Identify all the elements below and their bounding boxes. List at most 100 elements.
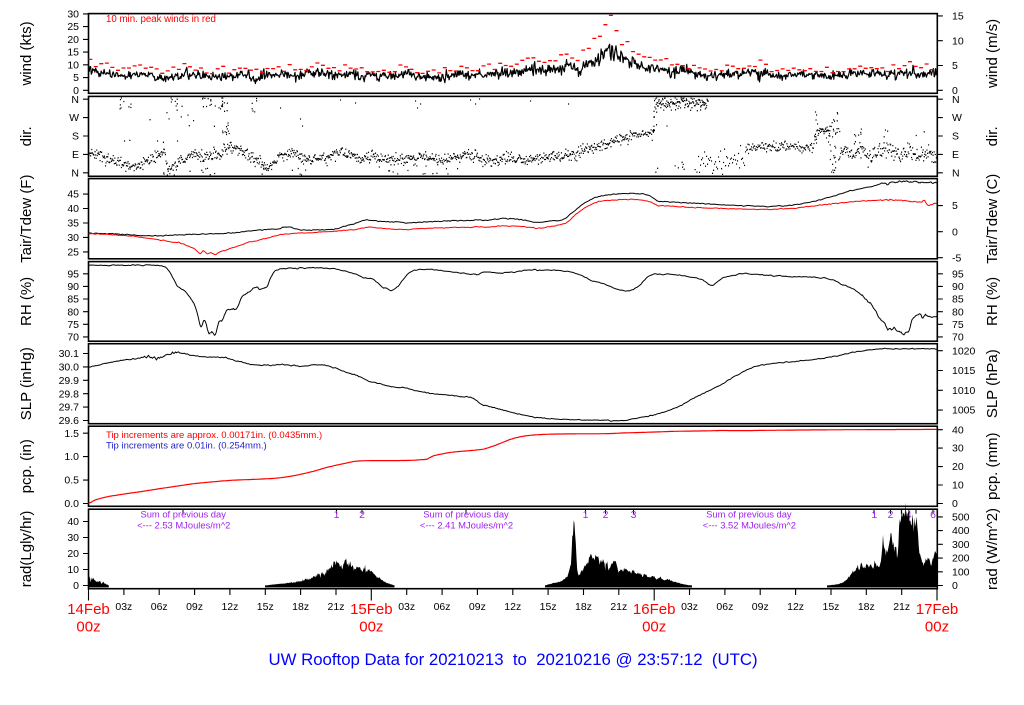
svg-text:0: 0 [952,85,958,97]
svg-text:17Feb: 17Feb [916,601,959,618]
svg-text:03z: 03z [681,601,698,613]
svg-text:16Feb: 16Feb [633,601,676,618]
svg-text:2: 2 [603,509,609,521]
svg-text:10: 10 [67,564,79,576]
svg-text:18z: 18z [858,601,875,613]
svg-text:400: 400 [952,525,970,537]
svg-text:0: 0 [952,580,958,592]
svg-text:85: 85 [952,294,964,306]
svg-text:1020: 1020 [952,345,976,357]
svg-text:00z: 00z [642,619,666,636]
svg-text:2: 2 [888,509,894,521]
svg-text:25: 25 [67,247,79,259]
svg-text:40: 40 [67,516,79,528]
svg-text:10 min. peak winds in red: 10 min. peak winds in red [106,14,216,25]
svg-text:200: 200 [952,553,970,565]
svg-text:20: 20 [67,34,79,46]
svg-text:30: 30 [67,532,79,544]
svg-text:20: 20 [952,461,964,473]
svg-text:18z: 18z [575,601,592,613]
svg-text:70: 70 [67,332,79,344]
svg-text:500: 500 [952,512,970,524]
svg-text:06z: 06z [434,601,451,613]
svg-text:10: 10 [67,59,79,71]
svg-text:RH (%): RH (%) [18,277,35,326]
svg-text:0.5: 0.5 [64,475,79,487]
svg-text:09z: 09z [186,601,203,613]
svg-text:10: 10 [952,35,964,47]
svg-text:<--- 2.53 MJoules/m^2: <--- 2.53 MJoules/m^2 [137,520,230,531]
svg-text:45: 45 [67,189,79,201]
svg-text:dir.: dir. [984,126,1001,146]
svg-text:5: 5 [952,60,958,72]
svg-text:0: 0 [73,85,79,97]
svg-text:70: 70 [952,332,964,344]
svg-text:N: N [952,94,960,106]
svg-text:90: 90 [67,281,79,293]
svg-text:95: 95 [952,268,964,280]
svg-text:N: N [71,94,79,106]
svg-text:40: 40 [952,424,964,436]
svg-text:E: E [952,149,959,161]
svg-text:30.1: 30.1 [59,348,80,360]
svg-text:15: 15 [67,47,79,59]
svg-text:21z: 21z [328,601,345,613]
svg-text:2: 2 [359,509,365,521]
svg-text:29.7: 29.7 [59,402,80,414]
svg-text:12z: 12z [221,601,238,613]
svg-text:rad (W/m^2): rad (W/m^2) [984,508,1001,590]
svg-text:100: 100 [952,566,970,578]
svg-text:wind (m/s): wind (m/s) [984,19,1001,89]
svg-text:E: E [72,149,79,161]
svg-text:-5: -5 [952,252,961,264]
svg-text:1005: 1005 [952,405,976,417]
svg-text:5: 5 [73,72,79,84]
svg-text:1.0: 1.0 [64,451,79,463]
svg-text:12z: 12z [787,601,804,613]
svg-text:6: 6 [930,509,936,521]
svg-text:Tair/Tdew (F): Tair/Tdew (F) [18,175,35,263]
svg-text:1010: 1010 [952,385,976,397]
svg-text:15: 15 [952,11,964,23]
svg-text:20: 20 [67,548,79,560]
svg-text:1015: 1015 [952,365,976,377]
svg-text:300: 300 [952,539,970,551]
svg-text:pcp. (in): pcp. (in) [18,439,35,493]
svg-text:06z: 06z [151,601,168,613]
svg-text:Tip increments are approx. 0.0: Tip increments are approx. 0.00171in. (0… [106,430,322,441]
svg-text:N: N [71,167,79,179]
svg-text:30: 30 [952,443,964,455]
svg-text:UW Rooftop Data for 20210213: UW Rooftop Data for 20210213 to 20210216… [268,650,757,669]
svg-text:Sum of previous day: Sum of previous day [423,509,509,520]
svg-text:15z: 15z [540,601,557,613]
svg-text:Tip increments are 0.01in. (0.: Tip increments are 0.01in. (0.254mm.) [106,440,267,451]
svg-text:SLP (hPa): SLP (hPa) [984,349,1001,418]
svg-text:03z: 03z [398,601,415,613]
svg-text:15Feb: 15Feb [350,601,393,618]
svg-text:00z: 00z [925,619,949,636]
svg-text:Tair/Tdew (C): Tair/Tdew (C) [984,174,1001,264]
svg-text:14Feb: 14Feb [67,601,110,618]
svg-text:75: 75 [67,319,79,331]
svg-text:30.0: 30.0 [59,362,80,374]
svg-text:1.5: 1.5 [64,428,79,440]
svg-text:rad(Lgly/hr): rad(Lgly/hr) [18,511,35,588]
svg-text:Sum of previous day: Sum of previous day [706,509,792,520]
svg-text:03z: 03z [115,601,132,613]
svg-text:Sum of previous day: Sum of previous day [140,509,226,520]
svg-text:RH (%): RH (%) [984,277,1001,326]
svg-text:<--- 3.52 MJoules/m^2: <--- 3.52 MJoules/m^2 [703,520,796,531]
svg-text:SLP (inHg): SLP (inHg) [18,347,35,420]
svg-text:18z: 18z [292,601,309,613]
svg-text:29.9: 29.9 [59,375,80,387]
svg-text:0.0: 0.0 [64,498,79,510]
svg-text:30: 30 [67,232,79,244]
svg-text:40: 40 [67,203,79,215]
svg-text:95: 95 [67,268,79,280]
svg-text:12z: 12z [504,601,521,613]
svg-text:85: 85 [67,294,79,306]
svg-text:30: 30 [67,8,79,20]
svg-text:80: 80 [67,306,79,318]
svg-text:90: 90 [952,281,964,293]
svg-text:21z: 21z [893,601,910,613]
